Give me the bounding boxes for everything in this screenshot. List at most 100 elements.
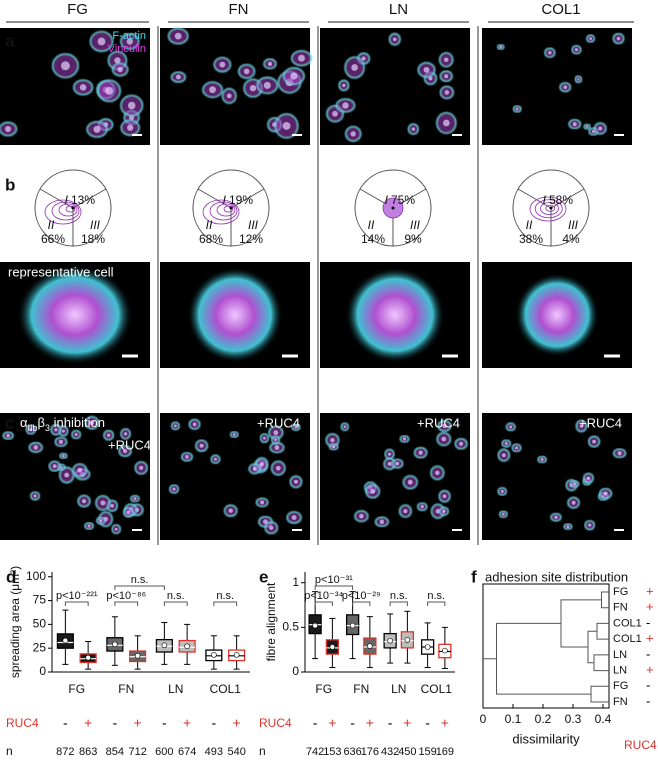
x-axis-label: dissimilarity xyxy=(512,731,580,746)
cell-core xyxy=(33,494,37,498)
cell-core xyxy=(343,425,347,429)
cell-core xyxy=(499,45,502,49)
x-category: LN xyxy=(391,682,406,696)
cell-core xyxy=(572,482,576,486)
cell-core xyxy=(500,489,504,493)
cell-core xyxy=(60,61,70,71)
dendrogram-link xyxy=(593,654,609,672)
cell-core xyxy=(269,525,274,530)
cell-core xyxy=(6,433,10,438)
legend-fact: F-actin xyxy=(112,30,146,42)
column-header: COL1 xyxy=(541,1,580,18)
micrograph xyxy=(0,28,150,145)
pie-divider xyxy=(197,188,232,209)
significance-bracket xyxy=(64,601,89,606)
sector-roman: II xyxy=(206,218,213,232)
micrograph xyxy=(320,28,470,145)
cell-core xyxy=(554,515,558,519)
cell-core xyxy=(87,524,91,528)
mean xyxy=(424,644,431,650)
cell-core xyxy=(428,76,433,81)
mean xyxy=(312,622,318,629)
significance-label: n.s. xyxy=(216,590,234,602)
y-tick-label: 0 xyxy=(292,664,299,678)
treatment-sign: + xyxy=(84,715,92,731)
cell-core xyxy=(342,83,346,88)
cell-core xyxy=(361,56,366,61)
significance-bracket xyxy=(163,601,188,606)
y-tick-label: 0.5 xyxy=(282,620,299,634)
cell-core xyxy=(97,37,106,46)
y-tick-label: 75 xyxy=(33,593,47,607)
sector-percent: 4% xyxy=(562,232,580,246)
leaf-treatment: + xyxy=(646,631,654,646)
sector-roman: I xyxy=(223,193,227,207)
pie-divider xyxy=(517,188,552,209)
cell-core xyxy=(199,443,204,448)
cell-core xyxy=(93,125,101,133)
legend-vinc: Vinculin xyxy=(108,43,146,55)
center-dot xyxy=(71,206,75,210)
treatment-sign: + xyxy=(233,715,241,731)
pie-divider xyxy=(230,188,265,209)
cell-core xyxy=(407,479,413,485)
cell-core xyxy=(332,110,338,117)
y-tick-label: 0 xyxy=(39,664,46,678)
cell-core xyxy=(175,74,181,80)
chart-title: adhesion site distribution xyxy=(485,569,628,584)
significance-bracket xyxy=(114,601,139,606)
treatment-sign: + xyxy=(134,715,142,731)
leaf-label: FG xyxy=(613,586,628,598)
treatment-sign: + xyxy=(183,715,191,731)
cell-core xyxy=(411,127,416,131)
significance-bracket xyxy=(314,585,354,590)
treatment-sign: - xyxy=(313,715,318,731)
leaf-label: FN xyxy=(613,602,628,614)
cell-core xyxy=(603,491,608,496)
cell-core xyxy=(423,66,430,73)
sector-roman: III xyxy=(248,218,259,232)
panel-letter: c xyxy=(5,413,14,432)
density-contour xyxy=(44,199,82,225)
n-title: n xyxy=(6,744,13,758)
cell-core xyxy=(263,436,266,440)
density-contour xyxy=(65,205,76,213)
significance-label: n.s. xyxy=(427,590,445,602)
n-value: 854 xyxy=(106,746,124,758)
significance-label: p<10⁻³⁴ xyxy=(304,590,343,602)
cell-core xyxy=(173,424,177,428)
mean xyxy=(112,641,118,648)
treatment-sign: - xyxy=(162,715,167,731)
cell-core xyxy=(330,437,335,443)
leaf-label: LN xyxy=(613,664,627,676)
dendrogram-link xyxy=(496,622,591,695)
dendrogram-link xyxy=(560,599,602,648)
mean xyxy=(387,637,393,644)
x-category: FG xyxy=(315,682,332,696)
cell-core xyxy=(509,425,513,429)
cell-core xyxy=(192,422,197,427)
cell-core xyxy=(77,467,83,473)
mean xyxy=(367,643,373,649)
label-part: inhibition xyxy=(50,415,105,430)
cell-core xyxy=(209,86,216,94)
panel-letter: b xyxy=(5,175,15,194)
x-category: FN xyxy=(118,682,134,696)
cell-core xyxy=(420,505,424,509)
significance-label: n.s. xyxy=(390,590,408,602)
micrograph xyxy=(320,413,470,540)
cell-core xyxy=(392,37,397,42)
sector-roman: II xyxy=(368,218,375,232)
n-title: n xyxy=(259,744,266,758)
micrograph xyxy=(482,28,632,145)
cell-core xyxy=(79,84,87,91)
cell-core xyxy=(259,462,264,467)
y-tick-label: 50 xyxy=(33,617,47,631)
treatment-label: +RUC4 xyxy=(257,415,300,430)
image-background xyxy=(482,28,632,145)
significance-bracket xyxy=(213,601,238,606)
cell-core xyxy=(418,450,423,455)
cell-core xyxy=(54,428,58,432)
significance-label: n.s. xyxy=(131,574,149,586)
